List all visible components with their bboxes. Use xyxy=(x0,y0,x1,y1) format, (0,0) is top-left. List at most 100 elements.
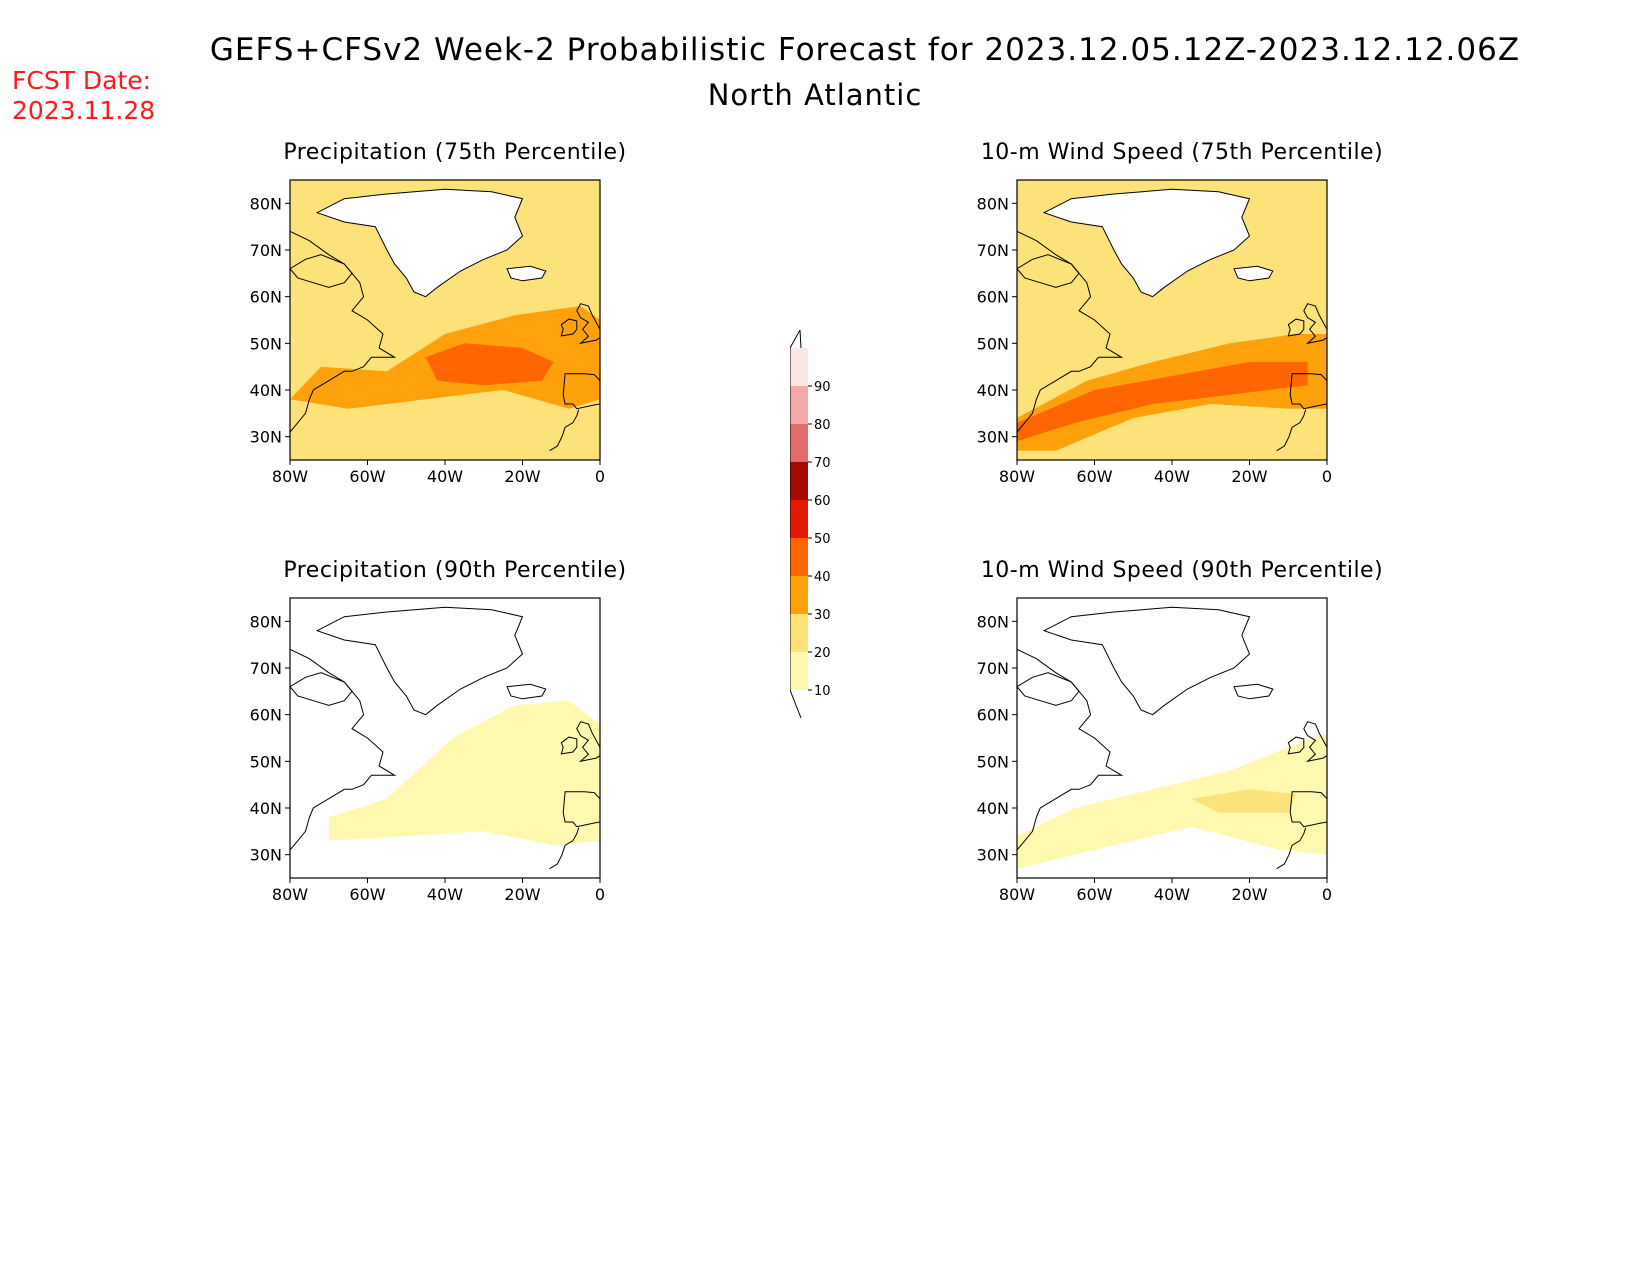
wind-75-panel: 10-m Wind Speed (75th Percentile) 80N 70N… xyxy=(932,140,1492,540)
probability-shading xyxy=(1017,180,1327,460)
coastline xyxy=(1276,827,1307,870)
probability-shading xyxy=(1017,606,1327,870)
coastline xyxy=(506,683,547,700)
panel-title: Precipitation (90th Percentile) xyxy=(283,558,627,583)
lon-label: 40W xyxy=(1154,467,1190,486)
coastline xyxy=(576,303,600,345)
coastline xyxy=(290,672,353,706)
colorbar-box xyxy=(790,462,808,500)
lon-label: 40W xyxy=(1154,885,1190,904)
colorbar-label: 60 xyxy=(814,494,831,509)
colorbar-top-cap xyxy=(789,328,802,349)
colorbar-box xyxy=(790,538,808,576)
lat-label: 50N xyxy=(250,752,282,771)
land-mask xyxy=(317,607,523,715)
coastline xyxy=(1289,791,1327,828)
colorbar-label: 40 xyxy=(814,570,831,585)
lon-label: 20W xyxy=(504,885,540,904)
coastline xyxy=(1233,265,1274,282)
lat-label: 70N xyxy=(977,659,1009,678)
coastline xyxy=(549,409,580,452)
lat-label: 50N xyxy=(977,752,1009,771)
coastline xyxy=(560,318,578,337)
panel-title: 10-m Wind Speed (90th Percentile) xyxy=(980,558,1384,583)
lat-label: 70N xyxy=(250,241,282,260)
lon-label: 40W xyxy=(427,885,463,904)
land-mask xyxy=(1234,266,1273,281)
land-mask xyxy=(1044,607,1250,715)
lon-label: 0 xyxy=(595,885,605,904)
lat-label: 60N xyxy=(977,288,1009,307)
land-mask xyxy=(507,684,546,699)
lon-label: 60W xyxy=(349,467,385,486)
coastline xyxy=(1042,188,1251,298)
shading-region xyxy=(1017,733,1327,869)
lat-label: 40N xyxy=(250,799,282,818)
coastline xyxy=(315,188,524,298)
coastline xyxy=(1233,683,1274,700)
probability-shading xyxy=(290,180,600,460)
lon-label: 60W xyxy=(349,885,385,904)
panel-title: 10-m Wind Speed (75th Percentile) xyxy=(980,140,1384,165)
lon-label: 80W xyxy=(999,467,1035,486)
colorbar-label: 20 xyxy=(814,646,831,661)
lat-label: 40N xyxy=(250,381,282,400)
shading-region xyxy=(425,343,554,386)
lat-label: 50N xyxy=(977,334,1009,353)
shading-region xyxy=(1191,789,1296,813)
coastline xyxy=(1276,409,1307,452)
fcst-date-label: FCST Date: xyxy=(12,66,152,95)
lat-label: 30N xyxy=(250,428,282,447)
lat-label: 70N xyxy=(977,241,1009,260)
lon-label: 0 xyxy=(1322,885,1332,904)
lon-label: 0 xyxy=(1322,467,1332,486)
coastline xyxy=(576,721,600,763)
colorbar-label: 50 xyxy=(814,532,831,547)
precip-75-panel: Precipitation (75th Percentile) 80N 70N 60… xyxy=(205,140,765,540)
lon-label: 0 xyxy=(595,467,605,486)
coastline xyxy=(562,373,600,410)
coastline xyxy=(290,648,397,851)
coastline xyxy=(1017,672,1080,706)
fcst-date-value: 2023.11.28 xyxy=(12,96,156,125)
lat-label: 80N xyxy=(250,612,282,631)
coastline xyxy=(1287,318,1305,337)
colorbar-box xyxy=(790,576,808,614)
lat-label: 60N xyxy=(250,288,282,307)
lon-label: 80W xyxy=(999,885,1035,904)
lat-label: 60N xyxy=(977,706,1009,725)
land-mask xyxy=(507,266,546,281)
lon-label: 80W xyxy=(272,885,308,904)
precip-90-panel: Precipitation (90th Percentile) 80N 70N 60… xyxy=(205,558,765,958)
lat-label: 50N xyxy=(250,334,282,353)
shading-region xyxy=(1017,362,1308,442)
coastline xyxy=(506,265,547,282)
coastline xyxy=(562,791,600,828)
coastline xyxy=(1017,648,1124,851)
colorbar-label: 80 xyxy=(814,418,831,433)
coastline xyxy=(549,827,580,870)
colorbar-bottom-cap xyxy=(789,689,802,719)
lat-label: 60N xyxy=(250,706,282,725)
map-plot: 80N 70N 60N 50N 40N 30N 80W 60W 40W 20W 0 xyxy=(977,597,1332,904)
coastline xyxy=(290,230,397,433)
lon-label: 20W xyxy=(1231,885,1267,904)
lon-label: 60W xyxy=(1076,467,1112,486)
land-mask xyxy=(317,189,523,297)
lat-label: 70N xyxy=(250,659,282,678)
coastline xyxy=(1289,373,1327,410)
lat-label: 40N xyxy=(977,799,1009,818)
wind-90-panel: 10-m Wind Speed (90th Percentile) 80N 70N… xyxy=(932,558,1492,958)
colorbar-box xyxy=(790,348,808,386)
coastline xyxy=(315,606,524,716)
lon-label: 20W xyxy=(1231,467,1267,486)
land-mask xyxy=(1044,189,1250,297)
colorbar-label: 10 xyxy=(814,684,831,699)
lat-label: 30N xyxy=(977,428,1009,447)
probability-colorbar: 10 20 30 40 50 60 70 80 90 xyxy=(789,328,850,734)
colorbar-box xyxy=(790,386,808,424)
colorbar-box xyxy=(790,500,808,538)
map-plot: 80N 70N 60N 50N 40N 30N 80W 60W 40W 20W 0 xyxy=(250,597,605,904)
map-plot: 80N 70N 60N 50N 40N 30N 80W 60W 40W 20W 0 xyxy=(250,179,605,486)
colorbar-label: 30 xyxy=(814,608,831,623)
